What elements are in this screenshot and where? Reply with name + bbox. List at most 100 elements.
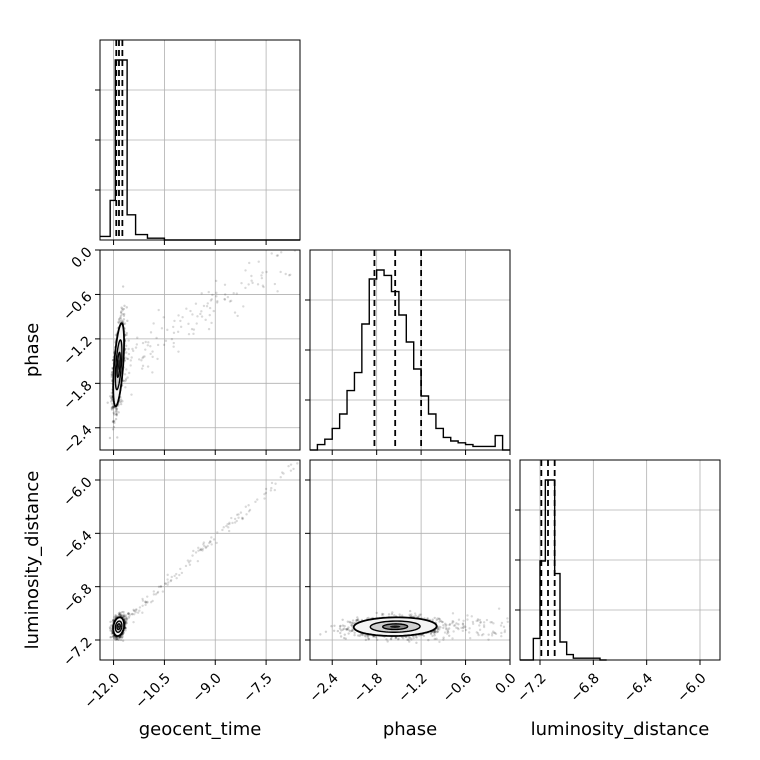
sample-point bbox=[332, 629, 336, 632]
sample-point bbox=[262, 285, 265, 289]
hist-panel-phase bbox=[305, 250, 511, 451]
sample-point bbox=[109, 629, 112, 632]
sample-point bbox=[112, 425, 116, 429]
scatter-panel-geocent-time-phase bbox=[100, 249, 300, 450]
sample-point bbox=[202, 543, 205, 546]
sample-point bbox=[355, 619, 359, 622]
sample-point bbox=[160, 327, 164, 330]
x-tick-label: −12.0 bbox=[82, 670, 124, 712]
sample-point bbox=[112, 634, 116, 638]
sample-point bbox=[118, 636, 121, 639]
density-contours bbox=[352, 616, 438, 637]
sample-point bbox=[170, 575, 173, 579]
sample-point bbox=[211, 293, 214, 297]
sample-point bbox=[289, 469, 293, 472]
sample-point bbox=[358, 634, 361, 638]
sample-point bbox=[381, 612, 384, 616]
sample-point bbox=[245, 513, 248, 516]
sample-point bbox=[122, 379, 125, 382]
density-contours bbox=[112, 616, 125, 637]
sample-point bbox=[127, 612, 130, 615]
sample-point bbox=[221, 528, 224, 532]
sample-point bbox=[356, 616, 359, 619]
sample-point bbox=[111, 620, 114, 623]
sample-point bbox=[209, 540, 212, 544]
sample-point bbox=[132, 613, 136, 616]
sample-point bbox=[514, 622, 516, 624]
sample-point bbox=[119, 320, 122, 323]
sample-point bbox=[115, 638, 118, 641]
sample-point bbox=[128, 613, 132, 616]
sample-point bbox=[366, 634, 370, 638]
sample-points bbox=[106, 250, 297, 440]
x-tick-label: −1.8 bbox=[351, 670, 386, 705]
sample-point bbox=[116, 436, 119, 439]
x-tick-label: −1.2 bbox=[395, 670, 430, 705]
sample-point bbox=[233, 311, 237, 314]
sample-point bbox=[123, 304, 126, 308]
sample-point bbox=[122, 615, 126, 619]
sample-point bbox=[382, 612, 385, 616]
sample-point bbox=[233, 517, 237, 521]
sample-point bbox=[228, 521, 231, 525]
sample-point bbox=[121, 639, 125, 642]
sample-point bbox=[180, 571, 184, 575]
sample-point bbox=[109, 620, 112, 624]
sample-point bbox=[115, 413, 118, 416]
sample-point bbox=[426, 617, 429, 620]
sample-point bbox=[210, 536, 213, 539]
sample-point bbox=[170, 337, 174, 341]
sample-point bbox=[155, 336, 158, 340]
panel-frame bbox=[99, 249, 301, 451]
sample-point bbox=[478, 618, 482, 622]
sample-point bbox=[208, 540, 212, 543]
sample-point bbox=[433, 630, 437, 634]
sample-point bbox=[442, 626, 445, 630]
hist-panel-geocent-time bbox=[95, 40, 300, 241]
sample-point bbox=[114, 638, 117, 641]
sample-point bbox=[448, 622, 452, 626]
sample-point bbox=[319, 633, 322, 636]
density-contours bbox=[112, 322, 125, 408]
sample-point bbox=[389, 637, 393, 641]
sample-point bbox=[121, 635, 124, 638]
panel-frame bbox=[309, 459, 511, 661]
sample-point bbox=[110, 396, 113, 399]
sample-point bbox=[201, 547, 204, 551]
sample-point bbox=[179, 319, 182, 323]
sample-point bbox=[151, 599, 154, 603]
sample-point bbox=[128, 615, 131, 618]
sample-point bbox=[124, 614, 128, 617]
sample-point bbox=[115, 637, 119, 641]
sample-point bbox=[119, 636, 122, 639]
sample-point bbox=[210, 321, 213, 325]
sample-point bbox=[256, 498, 259, 501]
sample-point bbox=[444, 622, 447, 626]
sample-point bbox=[210, 543, 213, 546]
sample-point bbox=[187, 561, 191, 564]
sample-point bbox=[341, 618, 344, 621]
sample-point bbox=[122, 613, 126, 616]
panel-frame bbox=[99, 39, 301, 241]
sample-point bbox=[125, 306, 128, 309]
sample-point bbox=[503, 629, 507, 632]
sample-point bbox=[350, 624, 354, 627]
sample-point bbox=[440, 620, 444, 623]
sample-point bbox=[279, 270, 282, 274]
sample-point bbox=[341, 624, 345, 627]
sample-point bbox=[127, 339, 130, 342]
sample-point bbox=[287, 464, 290, 468]
sample-point bbox=[248, 261, 251, 265]
sample-point bbox=[119, 614, 123, 617]
sample-point bbox=[433, 630, 436, 633]
sample-point bbox=[409, 636, 412, 640]
sample-point bbox=[129, 359, 133, 362]
sample-point bbox=[448, 634, 451, 637]
sample-point bbox=[140, 359, 143, 362]
sample-point bbox=[124, 386, 127, 389]
sample-point bbox=[466, 618, 469, 621]
sample-point bbox=[367, 638, 370, 641]
sample-point bbox=[127, 612, 130, 616]
sample-point bbox=[429, 631, 433, 635]
sample-point bbox=[261, 271, 264, 274]
